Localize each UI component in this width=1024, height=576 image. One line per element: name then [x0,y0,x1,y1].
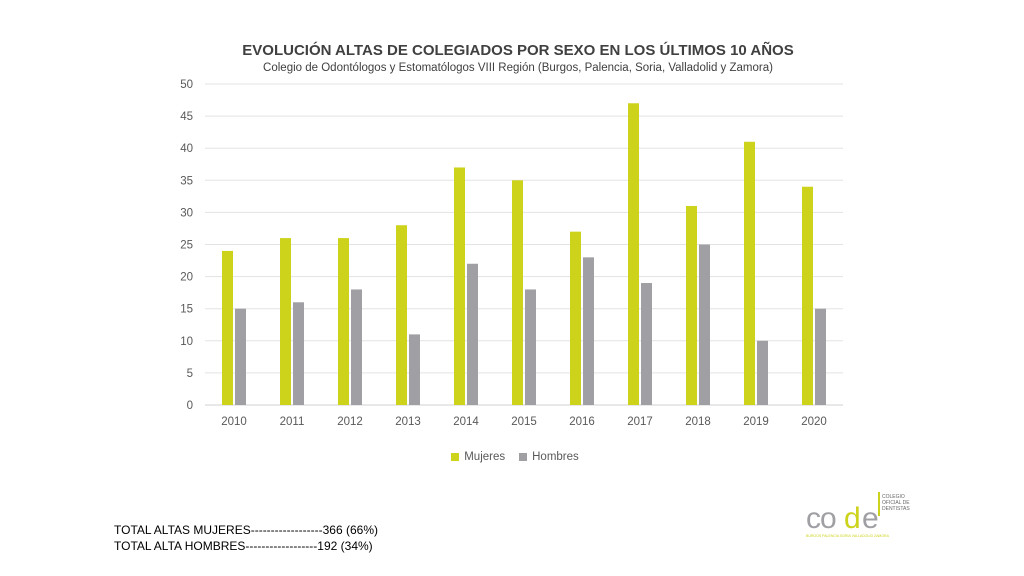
legend-swatch [519,453,528,461]
legend-item-hombres: Hombres [519,451,579,463]
bar-mujeres-2018 [686,205,697,405]
bar-hombres-2010 [235,308,246,405]
bar-hombres-2013 [409,334,420,405]
bar-mujeres-2013 [396,225,407,405]
bar-hombres-2014 [467,263,478,405]
bar-mujeres-2019 [744,141,755,405]
x-tick-label: 2011 [280,416,305,428]
bar-mujeres-2016 [570,231,581,405]
svg-text:OFICIAL DE: OFICIAL DE [882,500,910,506]
bar-mujeres-2012 [338,238,349,405]
svg-text:BURGOS PALENCIA SORIA VALLADOL: BURGOS PALENCIA SORIA VALLADOLID ZAMORA [806,534,890,538]
svg-text:e: e [862,502,879,535]
bar-hombres-2019 [757,340,768,405]
x-tick-label: 2010 [221,416,247,428]
legend-label: Mujeres [464,451,506,463]
y-tick-label: 50 [180,79,193,91]
bar-hombres-2018 [699,244,710,405]
y-tick-label: 20 [180,272,193,284]
x-tick-label: 2014 [453,416,479,428]
bar-mujeres-2017 [628,103,639,405]
y-tick-label: 40 [180,143,193,155]
y-tick-label: 30 [180,207,193,219]
svg-text:DENTISTAS: DENTISTAS [882,506,910,512]
y-tick-label: 15 [180,304,193,316]
x-tick-label: 2020 [801,416,827,428]
bar-hombres-2020 [815,308,826,405]
x-tick-label: 2015 [511,416,537,428]
x-tick-label: 2018 [685,416,711,428]
x-tick-label: 2019 [743,416,769,428]
bar-mujeres-2015 [512,180,523,405]
x-tick-label: 2013 [395,416,421,428]
chart-title: EVOLUCIÓN ALTAS DE COLEGIADOS POR SEXO E… [242,42,794,59]
bar-hombres-2017 [641,283,652,405]
bar-mujeres-2014 [454,167,465,405]
x-tick-label: 2012 [337,416,363,428]
bar-hombres-2011 [293,302,304,405]
svg-text:co: co [806,502,836,535]
y-tick-label: 5 [187,368,193,380]
x-tick-label: 2016 [569,416,595,428]
code-logo: co d e COLEGIO OFICIAL DE DENTISTAS BURG… [806,492,910,538]
bar-mujeres-2010 [222,250,233,405]
bar-mujeres-2011 [280,238,291,405]
x-tick-label: 2017 [627,416,653,428]
legend: Mujeres Hombres [0,451,1024,463]
legend-label: Hombres [532,451,579,463]
total-mujeres: TOTAL ALTAS MUJERES------------------366… [114,523,378,537]
y-tick-label: 35 [180,175,193,187]
y-tick-label: 45 [180,111,193,123]
totals: TOTAL ALTAS MUJERES------------------366… [114,522,378,554]
bar-mujeres-2020 [802,186,813,405]
legend-item-mujeres: Mujeres [451,451,505,463]
svg-text:COLEGIO: COLEGIO [882,494,905,500]
bar-hombres-2015 [525,289,536,405]
y-tick-label: 0 [187,400,193,412]
legend-swatch [451,453,460,461]
y-tick-label: 10 [180,336,193,348]
svg-text:d: d [844,502,861,535]
bar-hombres-2012 [351,289,362,405]
chart-subtitle: Colegio de Odontólogos y Estomatólogos V… [263,62,773,74]
bar-hombres-2016 [583,257,594,405]
y-tick-label: 25 [180,240,193,252]
total-hombres: TOTAL ALTA HOMBRES------------------192 … [114,539,373,553]
